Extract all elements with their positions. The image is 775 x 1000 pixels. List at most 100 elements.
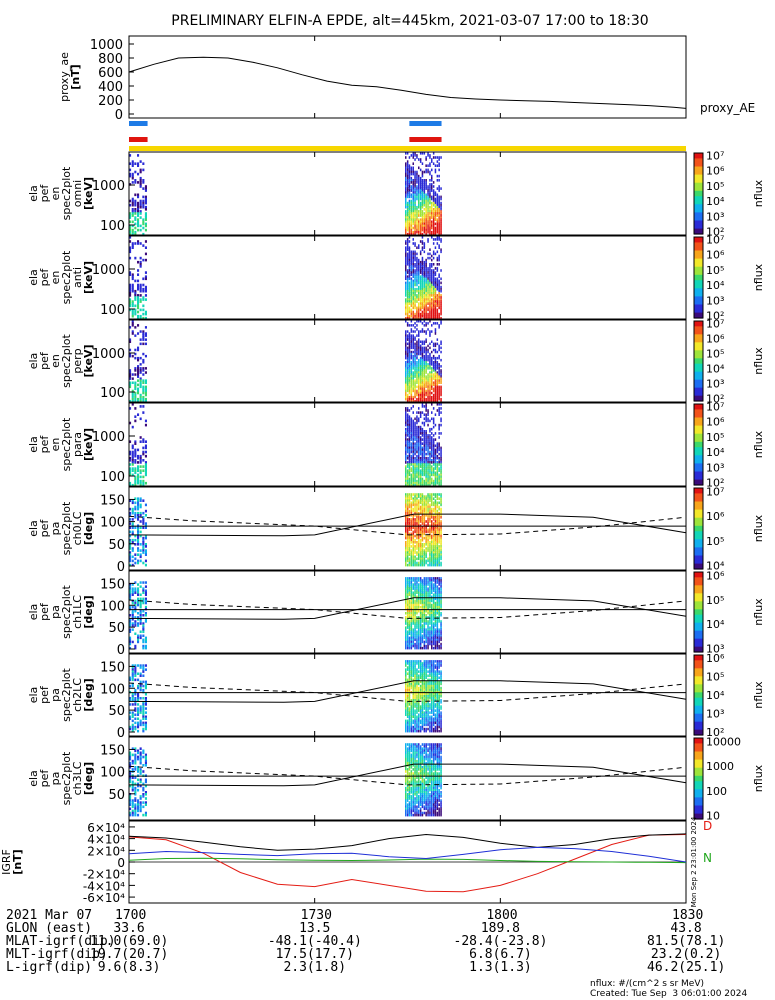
para-pixel — [406, 417, 409, 421]
ch1LC-pixel — [410, 624, 413, 627]
ch0LC-pixel — [408, 501, 411, 505]
perp-pixel — [436, 371, 439, 374]
ch1LC-pixel — [421, 646, 424, 650]
para-pixel — [414, 450, 416, 454]
perp-pixel — [423, 369, 426, 372]
omni-pixel — [425, 210, 427, 213]
perp-pixel — [418, 383, 420, 387]
ch1LC-pixel — [131, 610, 134, 613]
anti-pixel — [419, 302, 422, 305]
ch0LC-pixel — [436, 495, 439, 498]
para-colorbar-cell — [694, 474, 703, 478]
ch1LC-pixel — [406, 589, 409, 592]
omni-pixel — [131, 224, 134, 228]
ch0LC-pixel — [410, 532, 413, 536]
ch2LC-pixel — [410, 682, 413, 686]
ch0LC-pixel — [432, 503, 435, 507]
ch2LC-pixel — [408, 672, 411, 675]
anti-pixel — [423, 283, 426, 287]
perp-pixel — [137, 399, 140, 403]
anti-pixel — [418, 244, 420, 247]
anti-pixel — [412, 281, 414, 285]
para-pixel — [144, 465, 147, 468]
omni-pixel — [440, 203, 442, 207]
ch1LC-colorbar-cell — [694, 598, 703, 602]
ch0LC-pixel — [408, 497, 411, 500]
para-pixel — [406, 465, 409, 468]
ch0LC-pixel — [408, 511, 411, 515]
omni-pixel — [429, 222, 431, 226]
perp-pixel — [432, 348, 435, 352]
anti-pixel — [412, 298, 414, 301]
ch0LC-pixel — [416, 547, 418, 550]
para-pixel — [434, 452, 437, 456]
ch0LC-pixel — [429, 528, 431, 532]
omni-pixel — [427, 205, 429, 209]
ch0LC-pixel — [405, 555, 407, 559]
omni-pixel — [418, 226, 420, 230]
omni-pixel — [131, 210, 134, 213]
ch0LC-pixel — [129, 538, 132, 542]
ch0LC-pixel — [139, 534, 142, 538]
omni-pixel — [431, 205, 433, 209]
omni-pixel — [131, 172, 134, 176]
para-pixel — [440, 461, 442, 464]
ch1LC-pixel — [429, 605, 431, 609]
omni-pixel — [129, 212, 132, 215]
omni-pixel — [429, 189, 431, 192]
omni-pixel — [406, 216, 409, 219]
omni-pixel — [421, 183, 424, 186]
para-pixel — [131, 456, 134, 460]
ch1LC-pixel — [423, 597, 426, 601]
para-pixel — [137, 448, 140, 452]
ch0LC-pixel — [139, 511, 142, 515]
anti-pixel — [142, 277, 145, 281]
ch1LC-pixel — [134, 591, 137, 594]
ch2LC-pixel — [131, 719, 134, 723]
ch0LC-pixel — [406, 543, 409, 546]
anti-pixel — [137, 304, 140, 308]
para-pixel — [425, 483, 427, 487]
anti-pixel — [427, 287, 429, 291]
omni-pixel — [410, 179, 413, 182]
anti-pixel — [427, 294, 429, 297]
omni-pixel — [410, 208, 413, 211]
anti-pixel — [405, 252, 407, 256]
omni-pixel — [432, 220, 435, 224]
ch1LC-pixel — [406, 583, 409, 586]
anti-pixel — [431, 277, 433, 281]
ch1LC-pixel — [431, 624, 433, 627]
ch1LC-pixel — [440, 585, 442, 588]
perp-pixel — [436, 389, 439, 393]
perp-pixel — [418, 346, 420, 350]
ch1LC-pixel — [427, 612, 429, 615]
ch0LC-pixel — [421, 530, 424, 534]
perp-pixel — [410, 342, 413, 346]
ch0LC-pixel — [414, 503, 416, 507]
omni-pixel — [142, 218, 145, 221]
omni-pixel — [414, 183, 416, 186]
anti-pixel — [421, 258, 424, 262]
perp-pixel — [416, 369, 418, 372]
ch0LC-pixel — [408, 549, 411, 552]
anti-pixel — [414, 304, 416, 308]
para-pixel — [419, 413, 422, 416]
ch1LC-pixel — [410, 620, 413, 623]
perp-pixel — [406, 342, 409, 346]
ch0LC-pixel — [405, 561, 407, 565]
ch1LC-pixel — [137, 589, 140, 592]
anti-pixel — [434, 314, 437, 318]
omni-colorbar-cell — [694, 209, 703, 213]
perp-colorbar-cell — [694, 385, 703, 389]
omni-pixel — [408, 174, 411, 178]
para-pixel — [129, 459, 132, 462]
anti-pixel — [434, 285, 437, 289]
ch1LC-colorbar-tick: 10⁵ — [706, 594, 724, 607]
ch0LC-pixel — [137, 507, 140, 511]
ch0LC-pixel — [419, 499, 422, 502]
ch1LC-pixel — [427, 593, 429, 596]
anti-pixel — [438, 300, 440, 303]
para-pixel — [406, 469, 409, 472]
para-pixel — [431, 432, 433, 435]
perp-pixel — [438, 381, 440, 384]
